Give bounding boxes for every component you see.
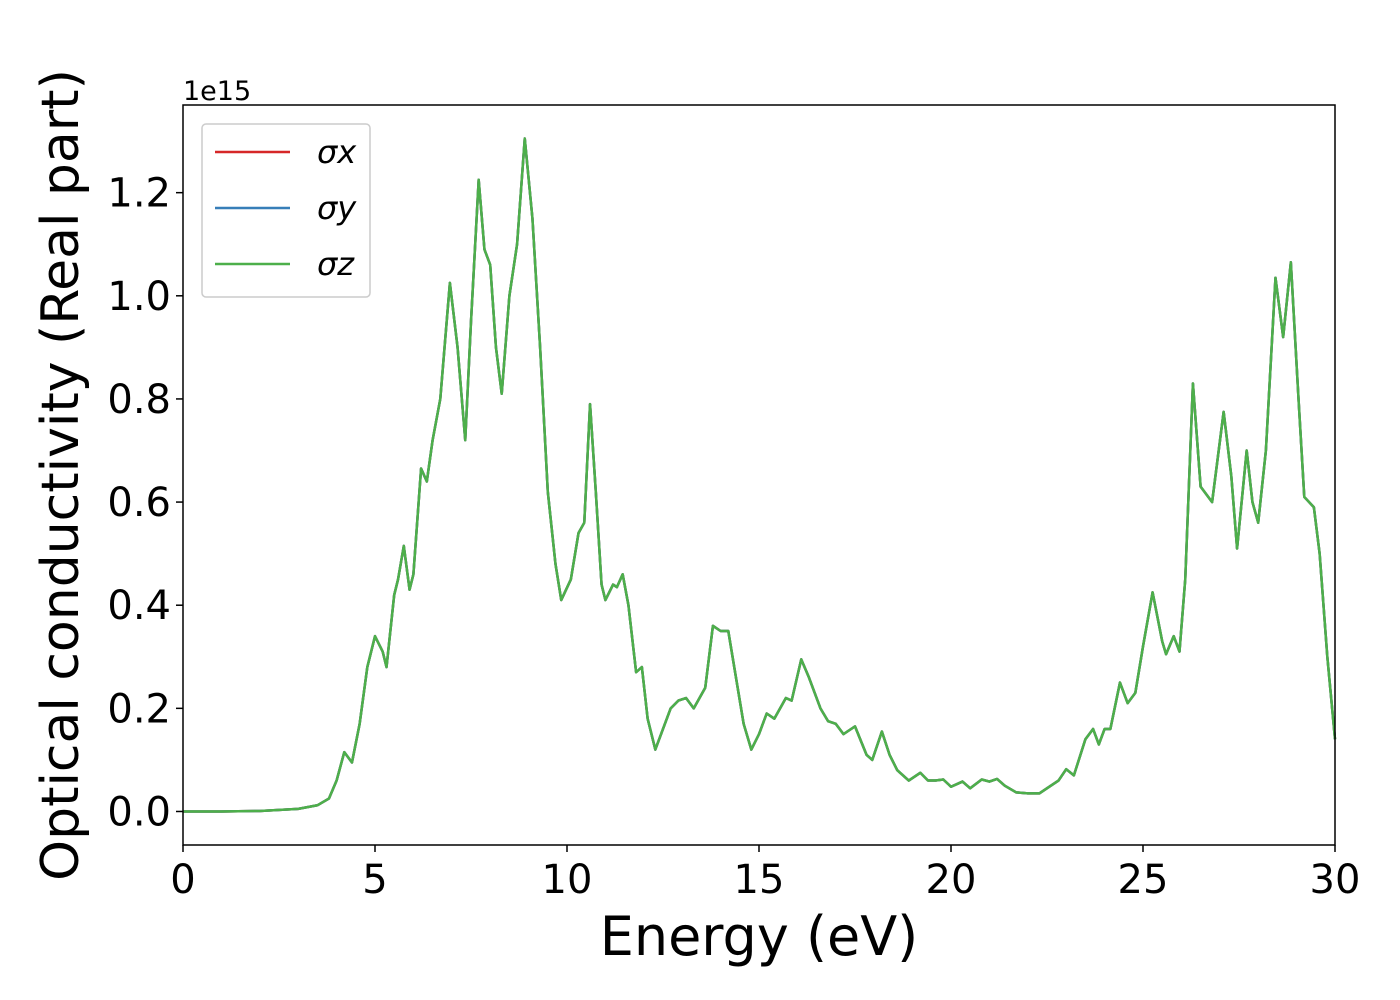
plot-frame (182, 104, 1336, 846)
y-tick-label: 0.8 (107, 377, 171, 423)
y-tick-label: 0.4 (107, 583, 171, 629)
y-axis-label: Optical conductivity (Real part) (31, 69, 91, 881)
y-offset-label: 1e15 (183, 76, 251, 107)
x-tick-label: 10 (542, 857, 593, 903)
x-tick-label: 0 (170, 857, 195, 903)
y-tick-label: 1.0 (107, 274, 171, 320)
y-tick-label: 0.2 (107, 686, 171, 732)
y-tick-label: 0.0 (107, 789, 171, 835)
x-tick-label: 30 (1310, 857, 1361, 903)
legend-label: σy (317, 189, 357, 227)
legend-box (201, 123, 371, 298)
x-tick-label: 5 (362, 857, 387, 903)
legend-label: σx (317, 133, 357, 171)
series-line (183, 137, 1337, 813)
x-axis-label: Energy (eV) (600, 905, 919, 968)
x-tick-label: 25 (1118, 857, 1169, 903)
x-tick-label: 15 (734, 857, 785, 903)
x-tick-label: 20 (926, 857, 977, 903)
y-tick-label: 0.6 (107, 480, 171, 526)
y-tick-label: 1.2 (107, 171, 171, 217)
legend-label: σz (317, 245, 355, 283)
